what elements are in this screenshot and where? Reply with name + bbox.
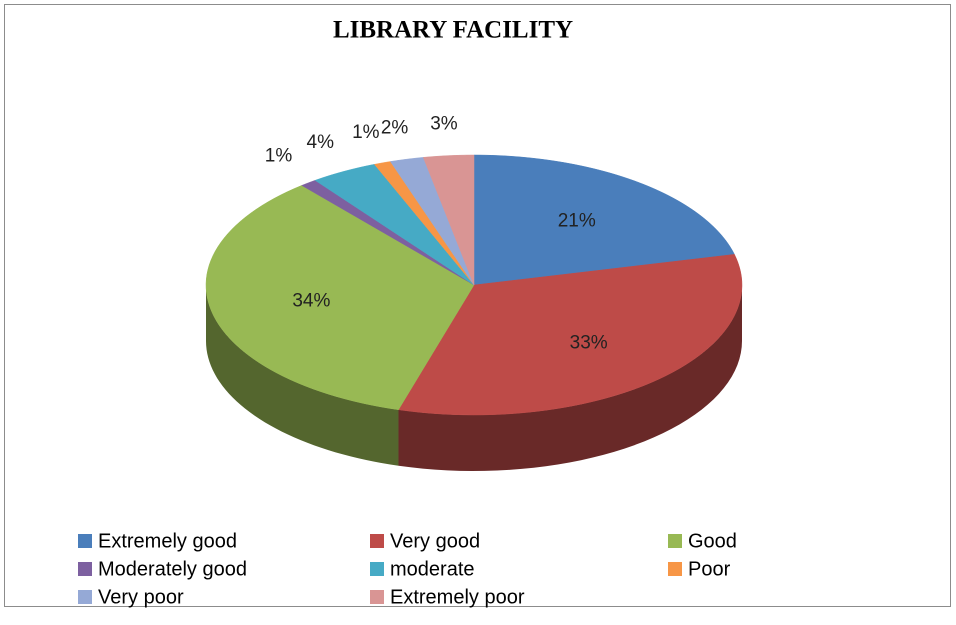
pie-side <box>206 285 399 466</box>
legend-swatch <box>78 590 92 604</box>
legend-label: Very poor <box>98 586 184 608</box>
pie-slice <box>314 164 475 286</box>
legend-label: Very good <box>390 530 480 552</box>
legend-label: Good <box>688 530 737 552</box>
legend-swatch <box>370 590 384 604</box>
data-label: 21% <box>558 211 596 232</box>
pie-slice <box>398 254 743 416</box>
legend-swatch <box>370 562 384 576</box>
legend-swatch <box>668 534 682 548</box>
pie-slice <box>389 157 475 286</box>
legend-label: Moderately good <box>98 558 247 580</box>
data-label: 33% <box>570 332 608 353</box>
pie-slice <box>205 185 475 411</box>
data-label: 1% <box>352 122 380 143</box>
data-label: 3% <box>430 113 458 134</box>
legend-swatch <box>370 534 384 548</box>
data-label: 2% <box>381 118 409 139</box>
legend-swatch <box>668 562 682 576</box>
legend-swatch <box>78 534 92 548</box>
data-label: 1% <box>265 145 293 166</box>
pie-side <box>398 285 742 471</box>
chart-title: LIBRARY FACILITY <box>333 17 573 44</box>
data-label: 34% <box>292 291 330 312</box>
legend-label: Extremely good <box>98 530 237 552</box>
pie-slice <box>422 154 475 286</box>
legend-label: Poor <box>688 558 731 580</box>
pie-slice <box>373 161 475 286</box>
pie-slice <box>473 154 735 286</box>
legend-swatch <box>78 562 92 576</box>
pie-slice <box>301 180 475 286</box>
data-label: 4% <box>307 132 335 153</box>
legend-label: moderate <box>390 558 475 580</box>
legend-label: Extremely poor <box>390 586 525 608</box>
